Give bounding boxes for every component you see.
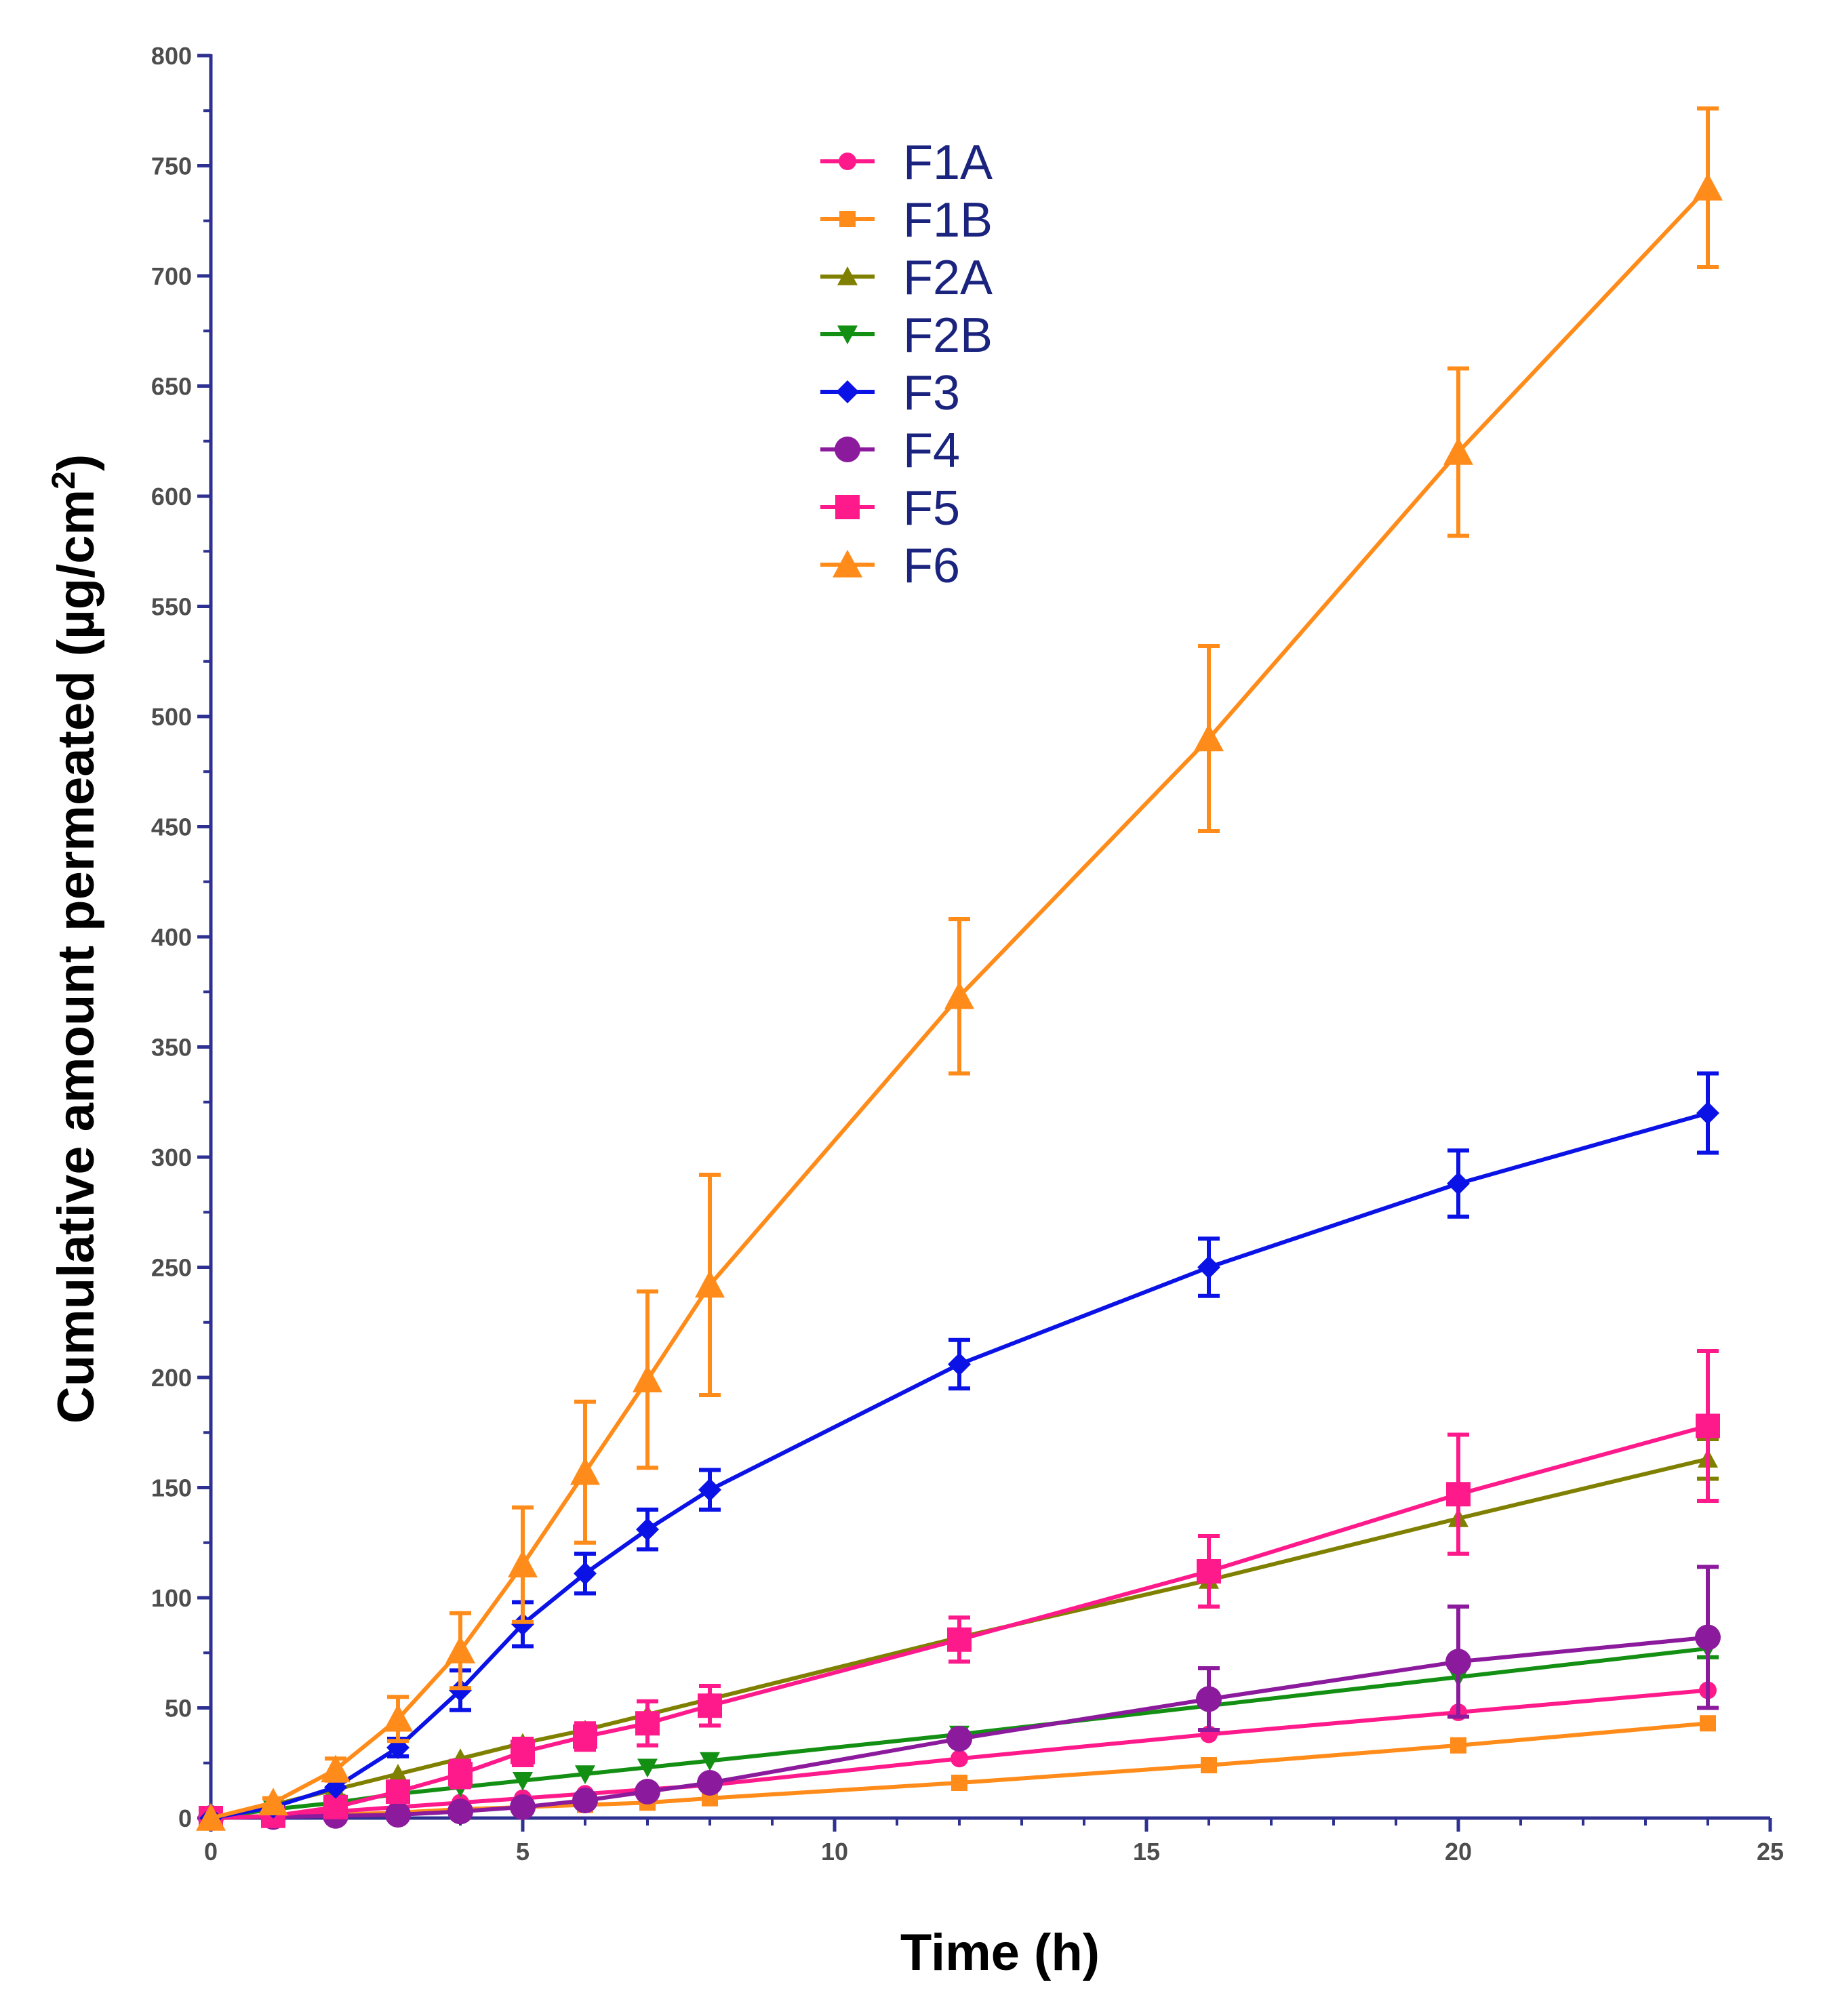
legend-item-f2b: F2B <box>820 308 993 363</box>
legend-label-f4: F4 <box>903 424 960 478</box>
y-tick-label: 450 <box>151 813 192 841</box>
data-point-f4 <box>697 1770 723 1796</box>
legend-marker-f4 <box>835 437 860 462</box>
data-point-f3 <box>1696 1102 1719 1125</box>
legend-marker-f1b <box>839 211 856 227</box>
legend-item-f2a: F2A <box>820 251 993 305</box>
y-axis-title-superscript: 2 <box>46 471 82 489</box>
legend-label-f1b: F1B <box>903 193 993 247</box>
y-tick-label: 600 <box>151 483 192 510</box>
y-tick-label: 50 <box>165 1695 192 1722</box>
y-tick-label: 100 <box>151 1584 192 1612</box>
y-axis-title-close: ) <box>47 454 105 471</box>
legend-item-f6: F6 <box>820 539 960 593</box>
legend-label-f2a: F2A <box>903 251 993 305</box>
data-point-f5 <box>635 1711 660 1735</box>
data-point-f6 <box>1693 173 1723 201</box>
data-point-f6 <box>633 1365 662 1392</box>
data-point-f1b <box>951 1775 967 1791</box>
data-point-f5 <box>1197 1559 1221 1584</box>
x-tick-label: 0 <box>204 1838 218 1866</box>
data-point-f5 <box>1696 1414 1720 1438</box>
legend-label-f1a: F1A <box>903 136 993 190</box>
data-point-f4 <box>385 1802 411 1828</box>
data-point-f3 <box>1197 1256 1220 1279</box>
data-point-f3 <box>698 1478 721 1501</box>
y-tick-label: 700 <box>151 262 192 290</box>
y-tick-label: 650 <box>151 373 192 401</box>
data-point-f6 <box>508 1550 538 1577</box>
x-tick-label: 10 <box>821 1838 848 1866</box>
data-point-f5 <box>947 1628 972 1652</box>
x-tick-label: 25 <box>1757 1838 1784 1866</box>
y-tick-label: 500 <box>151 703 192 731</box>
legend-label-f5: F5 <box>903 481 960 536</box>
data-point-f5 <box>448 1762 473 1786</box>
legend-marker-f1a <box>839 153 856 170</box>
y-tick-label: 150 <box>151 1474 192 1502</box>
data-point-f4 <box>572 1788 598 1813</box>
data-point-f1b <box>1201 1757 1217 1773</box>
data-point-f3 <box>948 1353 971 1376</box>
data-point-f5 <box>698 1693 722 1718</box>
y-tick-label: 400 <box>151 923 192 951</box>
data-point-f4 <box>946 1726 972 1752</box>
data-point-f5 <box>386 1779 410 1804</box>
legend-marker-f5 <box>835 495 860 519</box>
data-point-f5 <box>1446 1482 1471 1506</box>
y-tick-label: 300 <box>151 1144 192 1171</box>
y-tick-label: 750 <box>151 153 192 180</box>
data-point-f4 <box>1695 1625 1721 1651</box>
series-f1a <box>202 1682 1717 1828</box>
legend-marker-f3 <box>836 380 859 403</box>
y-tick-label: 200 <box>151 1364 192 1392</box>
series-line-f3 <box>211 1113 1708 1818</box>
data-point-f6 <box>570 1457 600 1485</box>
data-point-f4 <box>635 1779 660 1805</box>
x-tick-label: 5 <box>516 1838 530 1866</box>
y-tick-label: 350 <box>151 1034 192 1062</box>
x-tick-label: 15 <box>1133 1838 1160 1866</box>
data-point-f4 <box>447 1798 473 1824</box>
data-point-f4 <box>1445 1649 1471 1674</box>
y-axis-title: Cumulative amount permeated (µg/cm2) <box>46 454 105 1424</box>
data-point-f5 <box>573 1725 597 1749</box>
legend-item-f1b: F1B <box>820 193 993 247</box>
legend-item-f3: F3 <box>820 366 960 420</box>
data-point-f6 <box>445 1636 475 1664</box>
data-point-f4 <box>1196 1687 1222 1712</box>
y-tick-label: 0 <box>178 1805 192 1832</box>
x-axis-title: Time (h) <box>900 1924 1100 1981</box>
y-tick-label: 800 <box>151 42 192 70</box>
y-axis-title-main: Cumulative amount permeated (µg/cm <box>47 489 105 1424</box>
chart: 0501001502002503003504004505005506006507… <box>0 0 1838 2016</box>
data-point-f3 <box>1447 1172 1470 1195</box>
legend-label-f6: F6 <box>903 539 960 593</box>
x-tick-label: 20 <box>1445 1838 1472 1866</box>
legend-item-f1a: F1A <box>820 136 993 190</box>
data-point-f1a <box>951 1750 968 1767</box>
data-point-f5 <box>511 1740 535 1765</box>
data-point-f4 <box>510 1794 536 1820</box>
legend-label-f2b: F2B <box>903 308 993 363</box>
legend-item-f4: F4 <box>820 424 960 478</box>
data-point-f1b <box>1700 1715 1716 1731</box>
legend-item-f5: F5 <box>820 481 960 536</box>
y-tick-label: 250 <box>151 1254 192 1282</box>
series-f3 <box>199 1074 1719 1830</box>
data-point-f1b <box>1450 1737 1466 1754</box>
legend-label-f3: F3 <box>903 366 960 420</box>
y-tick-label: 550 <box>151 593 192 621</box>
